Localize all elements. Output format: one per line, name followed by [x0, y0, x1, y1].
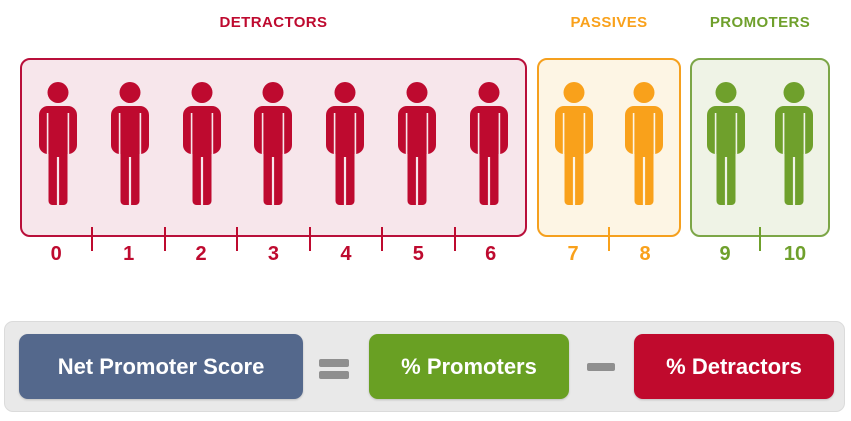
promoters-group: PROMOTERS 9 10: [690, 0, 830, 285]
scale-number: 7: [567, 243, 579, 265]
promoters-label: PROMOTERS: [709, 14, 811, 31]
equals-sign: [319, 359, 349, 379]
minus-sign: [587, 363, 615, 371]
scale-number: 10: [783, 243, 807, 265]
scale-tick: [759, 227, 761, 251]
scale-tick: [236, 227, 239, 251]
detractors-numbers: 0 1 2 3 4 5 6: [20, 243, 527, 266]
equals-bar: [319, 371, 349, 379]
passives-label: PASSIVES: [570, 14, 648, 31]
net-promoter-score-box: Net Promoter Score: [19, 334, 303, 399]
scale-tick: [453, 227, 456, 251]
equals-bar: [319, 359, 349, 367]
scale-tick: [608, 227, 610, 251]
person-icon: [254, 82, 293, 205]
scale-number: 8: [639, 243, 651, 265]
person-icon: [398, 82, 437, 205]
scale-tick: [91, 227, 94, 251]
nps-formula-bar: Net Promoter Score % Promoters % Detract…: [4, 321, 845, 412]
person-icon: [469, 82, 508, 205]
passives-ticks: [537, 227, 681, 251]
scale-number: 4: [340, 243, 352, 265]
percent-promoters-box: % Promoters: [369, 334, 569, 399]
scale-number: 1: [123, 243, 135, 265]
minus-bar: [587, 363, 615, 371]
passives-box: [537, 58, 681, 237]
percent-detractors-box: % Detractors: [634, 334, 834, 399]
scale-number: 6: [485, 243, 497, 265]
scale-tick: [381, 227, 384, 251]
passives-group: PASSIVES 7 8: [537, 0, 681, 285]
person-icon: [38, 82, 77, 205]
scale-number: 0: [50, 243, 62, 265]
detractors-ticks: [20, 227, 527, 251]
person-icon: [182, 82, 221, 205]
scale-number: 3: [267, 243, 280, 265]
promoters-ticks: [690, 227, 830, 251]
person-icon: [555, 82, 593, 205]
detractors-box: [20, 58, 527, 237]
scale-number: 5: [412, 243, 424, 265]
scale-number: 2: [195, 243, 207, 265]
promoters-box: [690, 58, 830, 237]
scale-tick: [163, 227, 166, 251]
person-icon: [775, 82, 813, 205]
detractors-group: DETRACTORS 0 1 2: [20, 0, 527, 285]
person-icon: [707, 82, 745, 205]
promoters-numbers: 9 10: [690, 243, 830, 266]
scale-tick: [308, 227, 311, 251]
scale-number: 9: [719, 243, 731, 265]
detractors-label: DETRACTORS: [219, 14, 328, 31]
passives-numbers: 7 8: [537, 243, 681, 266]
person-icon: [110, 82, 149, 205]
person-icon: [625, 82, 663, 205]
person-icon: [326, 82, 365, 205]
nps-scale-diagram: DETRACTORS 0 1 2: [20, 0, 830, 285]
